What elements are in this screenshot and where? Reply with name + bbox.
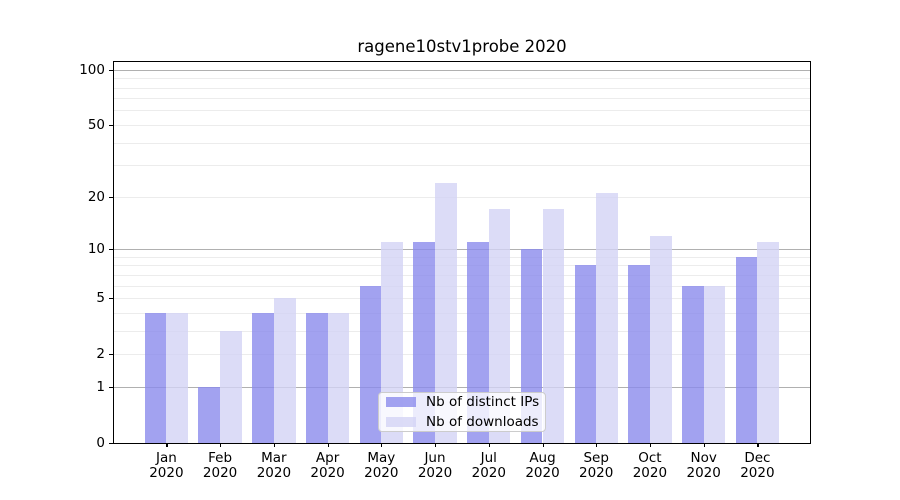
gridline-minor — [114, 110, 810, 112]
gridline-minor — [114, 124, 810, 126]
bar-downloads — [542, 209, 565, 443]
bar-downloads — [435, 182, 457, 443]
x-axis-tick — [649, 443, 652, 447]
bar-downloads — [649, 235, 672, 443]
bar-downloads — [703, 285, 726, 443]
x-axis-tick-label: Oct 2020 — [632, 450, 668, 481]
y-axis-tick — [109, 386, 113, 389]
bar-downloads — [273, 298, 296, 443]
x-axis-tick — [166, 443, 168, 447]
bar-downloads — [596, 192, 618, 443]
bar-distinct-ips — [574, 265, 597, 443]
gridline-major — [114, 249, 810, 250]
bar-distinct-ips — [359, 285, 382, 443]
gridline-major — [114, 69, 810, 71]
y-axis-tick-label: 5 — [96, 290, 105, 306]
gridline-minor — [114, 265, 810, 267]
gridline-minor — [114, 285, 810, 287]
bar-distinct-ips — [252, 312, 274, 443]
bar-distinct-ips — [198, 386, 221, 443]
y-axis-tick-label: 50 — [87, 116, 105, 133]
legend-swatch-distinct-ips — [386, 397, 416, 407]
gridline-minor — [114, 274, 810, 276]
legend-entry-distinct-ips: Nb of distinct IPs — [386, 394, 545, 410]
x-axis-tick-label: Mar 2020 — [256, 450, 292, 481]
bar-distinct-ips — [305, 312, 328, 443]
y-axis-tick-label: 20 — [87, 188, 105, 205]
gridline-minor — [114, 165, 810, 167]
x-axis-tick-label: Sep 2020 — [579, 450, 614, 481]
x-axis-tick — [220, 443, 222, 447]
bar-distinct-ips — [144, 312, 167, 443]
gridline-minor — [114, 142, 810, 144]
gridline-minor — [114, 78, 810, 80]
y-axis-tick — [109, 249, 113, 251]
gridline-major — [114, 386, 810, 388]
x-axis-tick-label: May 2020 — [364, 450, 399, 481]
bar-downloads — [757, 242, 780, 443]
x-axis-tick — [703, 443, 705, 447]
x-axis-tick-label: Jan 2020 — [149, 450, 184, 481]
gridline-minor — [114, 354, 810, 356]
gridline-minor — [114, 87, 810, 89]
bar-distinct-ips — [628, 265, 650, 443]
y-axis-tick — [109, 354, 113, 356]
legend-swatch-downloads — [386, 417, 416, 427]
gridline-minor — [114, 312, 810, 314]
legend-label-downloads: Nb of downloads — [426, 414, 539, 430]
x-axis-tick — [381, 443, 383, 447]
x-axis-tick-label: Feb 2020 — [202, 450, 238, 481]
x-axis-tick — [327, 443, 329, 447]
gridline-minor — [114, 298, 810, 299]
x-axis-tick-label: Aug 2020 — [525, 450, 560, 481]
x-axis-tick — [596, 443, 598, 447]
x-axis-tick-label: Jun 2020 — [417, 450, 453, 481]
y-axis-tick-label: 2 — [96, 346, 105, 363]
x-axis-tick-label: Nov 2020 — [686, 450, 721, 481]
x-axis-tick — [542, 443, 544, 447]
x-axis-tick-label: Dec 2020 — [740, 450, 775, 481]
x-axis-tick — [273, 443, 276, 447]
gridline-minor — [114, 330, 810, 332]
bar-downloads — [327, 312, 350, 443]
legend-entry-downloads: Nb of downloads — [386, 414, 545, 430]
y-axis-tick-label: 100 — [79, 61, 105, 78]
legend-label-distinct-ips: Nb of distinct IPs — [426, 394, 540, 410]
legend: Nb of distinct IPs Nb of downloads — [378, 392, 546, 432]
bar-distinct-ips — [735, 256, 758, 443]
y-axis-tick — [109, 69, 113, 71]
bar-downloads — [488, 209, 511, 443]
x-axis-tick — [435, 443, 437, 447]
y-axis-tick-label: 1 — [96, 378, 105, 395]
gridline-minor — [114, 196, 810, 198]
x-axis-tick — [488, 443, 490, 447]
x-axis-tick — [757, 443, 759, 447]
y-axis-tick — [109, 196, 113, 198]
x-axis-tick-label: Apr 2020 — [310, 450, 345, 481]
gridline-minor — [114, 256, 810, 258]
bar-distinct-ips — [682, 285, 704, 443]
y-axis-tick — [109, 124, 113, 127]
y-axis-tick-label: 0 — [96, 435, 105, 451]
y-axis-tick — [109, 443, 113, 445]
y-axis-tick-label: 10 — [87, 241, 105, 257]
x-axis-tick-label: Jul 2020 — [471, 450, 506, 481]
chart-title: ragene10stv1probe 2020 — [357, 37, 567, 56]
bar-downloads — [220, 330, 242, 443]
y-axis-tick — [109, 298, 113, 300]
bar-downloads — [166, 312, 189, 443]
plot-area: Nb of distinct IPs Nb of downloads — [113, 61, 811, 444]
gridline-minor — [114, 98, 810, 100]
